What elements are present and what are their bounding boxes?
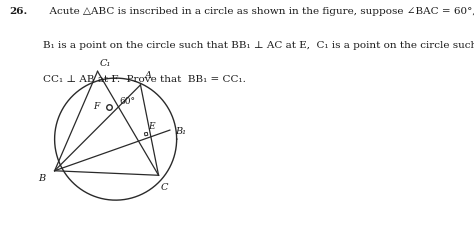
Text: C: C <box>161 182 168 191</box>
Text: 60°: 60° <box>119 97 135 106</box>
Text: Acute △ABC is inscribed in a circle as shown in the figure, suppose ∠BAC = 60°,: Acute △ABC is inscribed in a circle as s… <box>43 7 474 16</box>
Text: C₁: C₁ <box>100 58 111 68</box>
Text: CC₁ ⊥ AB at F.  Prove that  BB₁ = CC₁.: CC₁ ⊥ AB at F. Prove that BB₁ = CC₁. <box>43 74 246 83</box>
Text: 26.: 26. <box>9 7 28 16</box>
Text: E: E <box>148 122 155 130</box>
Text: B₁ is a point on the circle such that BB₁ ⊥ AC at E,  C₁ is a point on the circl: B₁ is a point on the circle such that BB… <box>43 40 474 50</box>
Text: F: F <box>93 101 100 110</box>
Text: A: A <box>145 71 152 80</box>
Text: B₁: B₁ <box>175 126 187 135</box>
Text: B: B <box>38 173 46 182</box>
